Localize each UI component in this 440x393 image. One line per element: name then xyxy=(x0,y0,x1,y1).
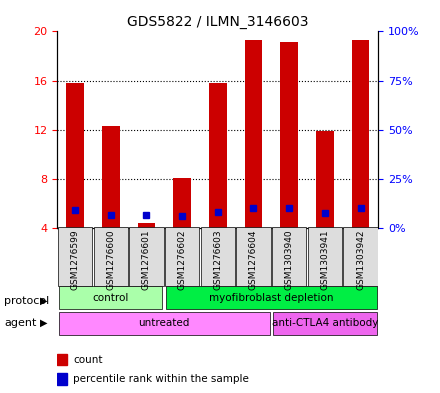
Text: GSM1276599: GSM1276599 xyxy=(70,231,80,291)
Text: GSM1276602: GSM1276602 xyxy=(178,231,187,291)
Text: GSM1276604: GSM1276604 xyxy=(249,229,258,290)
Text: protocol: protocol xyxy=(4,296,50,306)
Text: GSM1303941: GSM1303941 xyxy=(320,231,330,291)
Text: GSM1276603: GSM1276603 xyxy=(213,231,222,291)
FancyBboxPatch shape xyxy=(236,227,271,286)
Text: GSM1303940: GSM1303940 xyxy=(285,229,293,290)
Text: GSM1276603: GSM1276603 xyxy=(213,229,222,290)
Bar xyxy=(209,83,227,228)
Text: GSM1276600: GSM1276600 xyxy=(106,231,115,291)
Bar xyxy=(57,373,67,385)
Text: GSM1303940: GSM1303940 xyxy=(285,231,293,291)
FancyBboxPatch shape xyxy=(344,227,378,286)
Text: count: count xyxy=(73,354,103,365)
Text: ▶: ▶ xyxy=(40,318,47,328)
FancyBboxPatch shape xyxy=(201,227,235,286)
Text: GSM1276599: GSM1276599 xyxy=(70,229,80,290)
Bar xyxy=(102,126,120,228)
Text: GSM1276600: GSM1276600 xyxy=(106,229,115,290)
Bar xyxy=(66,83,84,228)
Text: GSM1276601: GSM1276601 xyxy=(142,229,151,290)
FancyBboxPatch shape xyxy=(59,312,270,335)
FancyBboxPatch shape xyxy=(59,286,162,309)
Text: untreated: untreated xyxy=(139,318,190,328)
Text: GSM1303941: GSM1303941 xyxy=(320,229,330,290)
FancyBboxPatch shape xyxy=(94,227,128,286)
Title: GDS5822 / ILMN_3146603: GDS5822 / ILMN_3146603 xyxy=(127,15,308,29)
FancyBboxPatch shape xyxy=(165,227,199,286)
Bar xyxy=(316,131,334,228)
FancyBboxPatch shape xyxy=(58,227,92,286)
FancyBboxPatch shape xyxy=(129,227,164,286)
FancyBboxPatch shape xyxy=(308,227,342,286)
Bar xyxy=(173,178,191,228)
Text: ▶: ▶ xyxy=(40,296,47,306)
Bar xyxy=(138,223,155,228)
FancyBboxPatch shape xyxy=(272,227,306,286)
Text: myofibroblast depletion: myofibroblast depletion xyxy=(209,293,334,303)
Text: GSM1276604: GSM1276604 xyxy=(249,231,258,291)
Text: control: control xyxy=(92,293,129,303)
Text: percentile rank within the sample: percentile rank within the sample xyxy=(73,374,249,384)
Bar xyxy=(245,40,262,228)
Bar xyxy=(352,40,370,228)
Bar xyxy=(57,354,67,365)
Text: agent: agent xyxy=(4,318,37,328)
FancyBboxPatch shape xyxy=(273,312,377,335)
FancyBboxPatch shape xyxy=(166,286,377,309)
Text: GSM1276602: GSM1276602 xyxy=(178,229,187,290)
Bar xyxy=(280,42,298,228)
Text: GSM1303942: GSM1303942 xyxy=(356,229,365,290)
Text: anti-CTLA4 antibody: anti-CTLA4 antibody xyxy=(271,318,378,328)
Text: GSM1276601: GSM1276601 xyxy=(142,231,151,291)
Text: GSM1303942: GSM1303942 xyxy=(356,231,365,291)
